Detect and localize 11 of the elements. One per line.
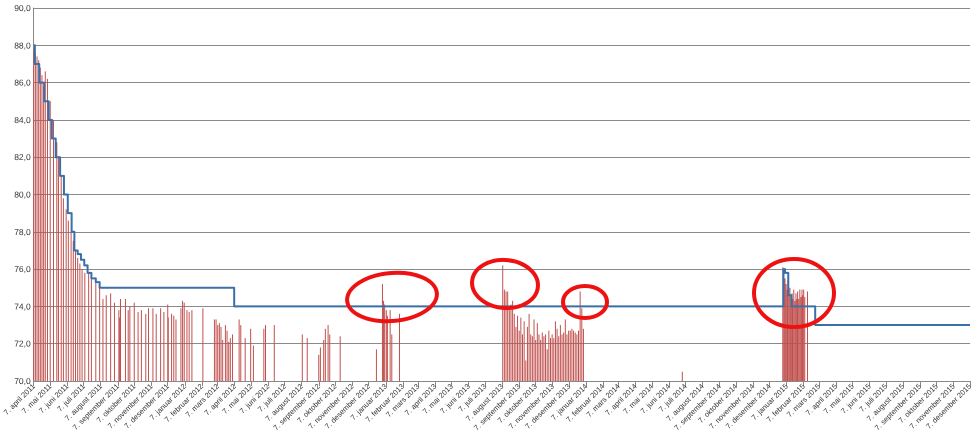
y-tick-label: 86,0 [14, 78, 32, 88]
y-tick-label: 78,0 [14, 226, 32, 237]
y-tick-label: 80,0 [14, 190, 32, 200]
y-tick-label: 76,0 [14, 264, 32, 274]
y-tick-label: 72,0 [14, 338, 32, 349]
y-tick-label: 70,0 [14, 376, 32, 386]
y-tick-label: 88,0 [14, 40, 32, 50]
y-tick-label: 84,0 [14, 114, 32, 125]
y-tick-label: 90,0 [14, 3, 32, 13]
y-tick-label: 74,0 [14, 301, 32, 312]
y-tick-label: 82,0 [14, 152, 32, 162]
